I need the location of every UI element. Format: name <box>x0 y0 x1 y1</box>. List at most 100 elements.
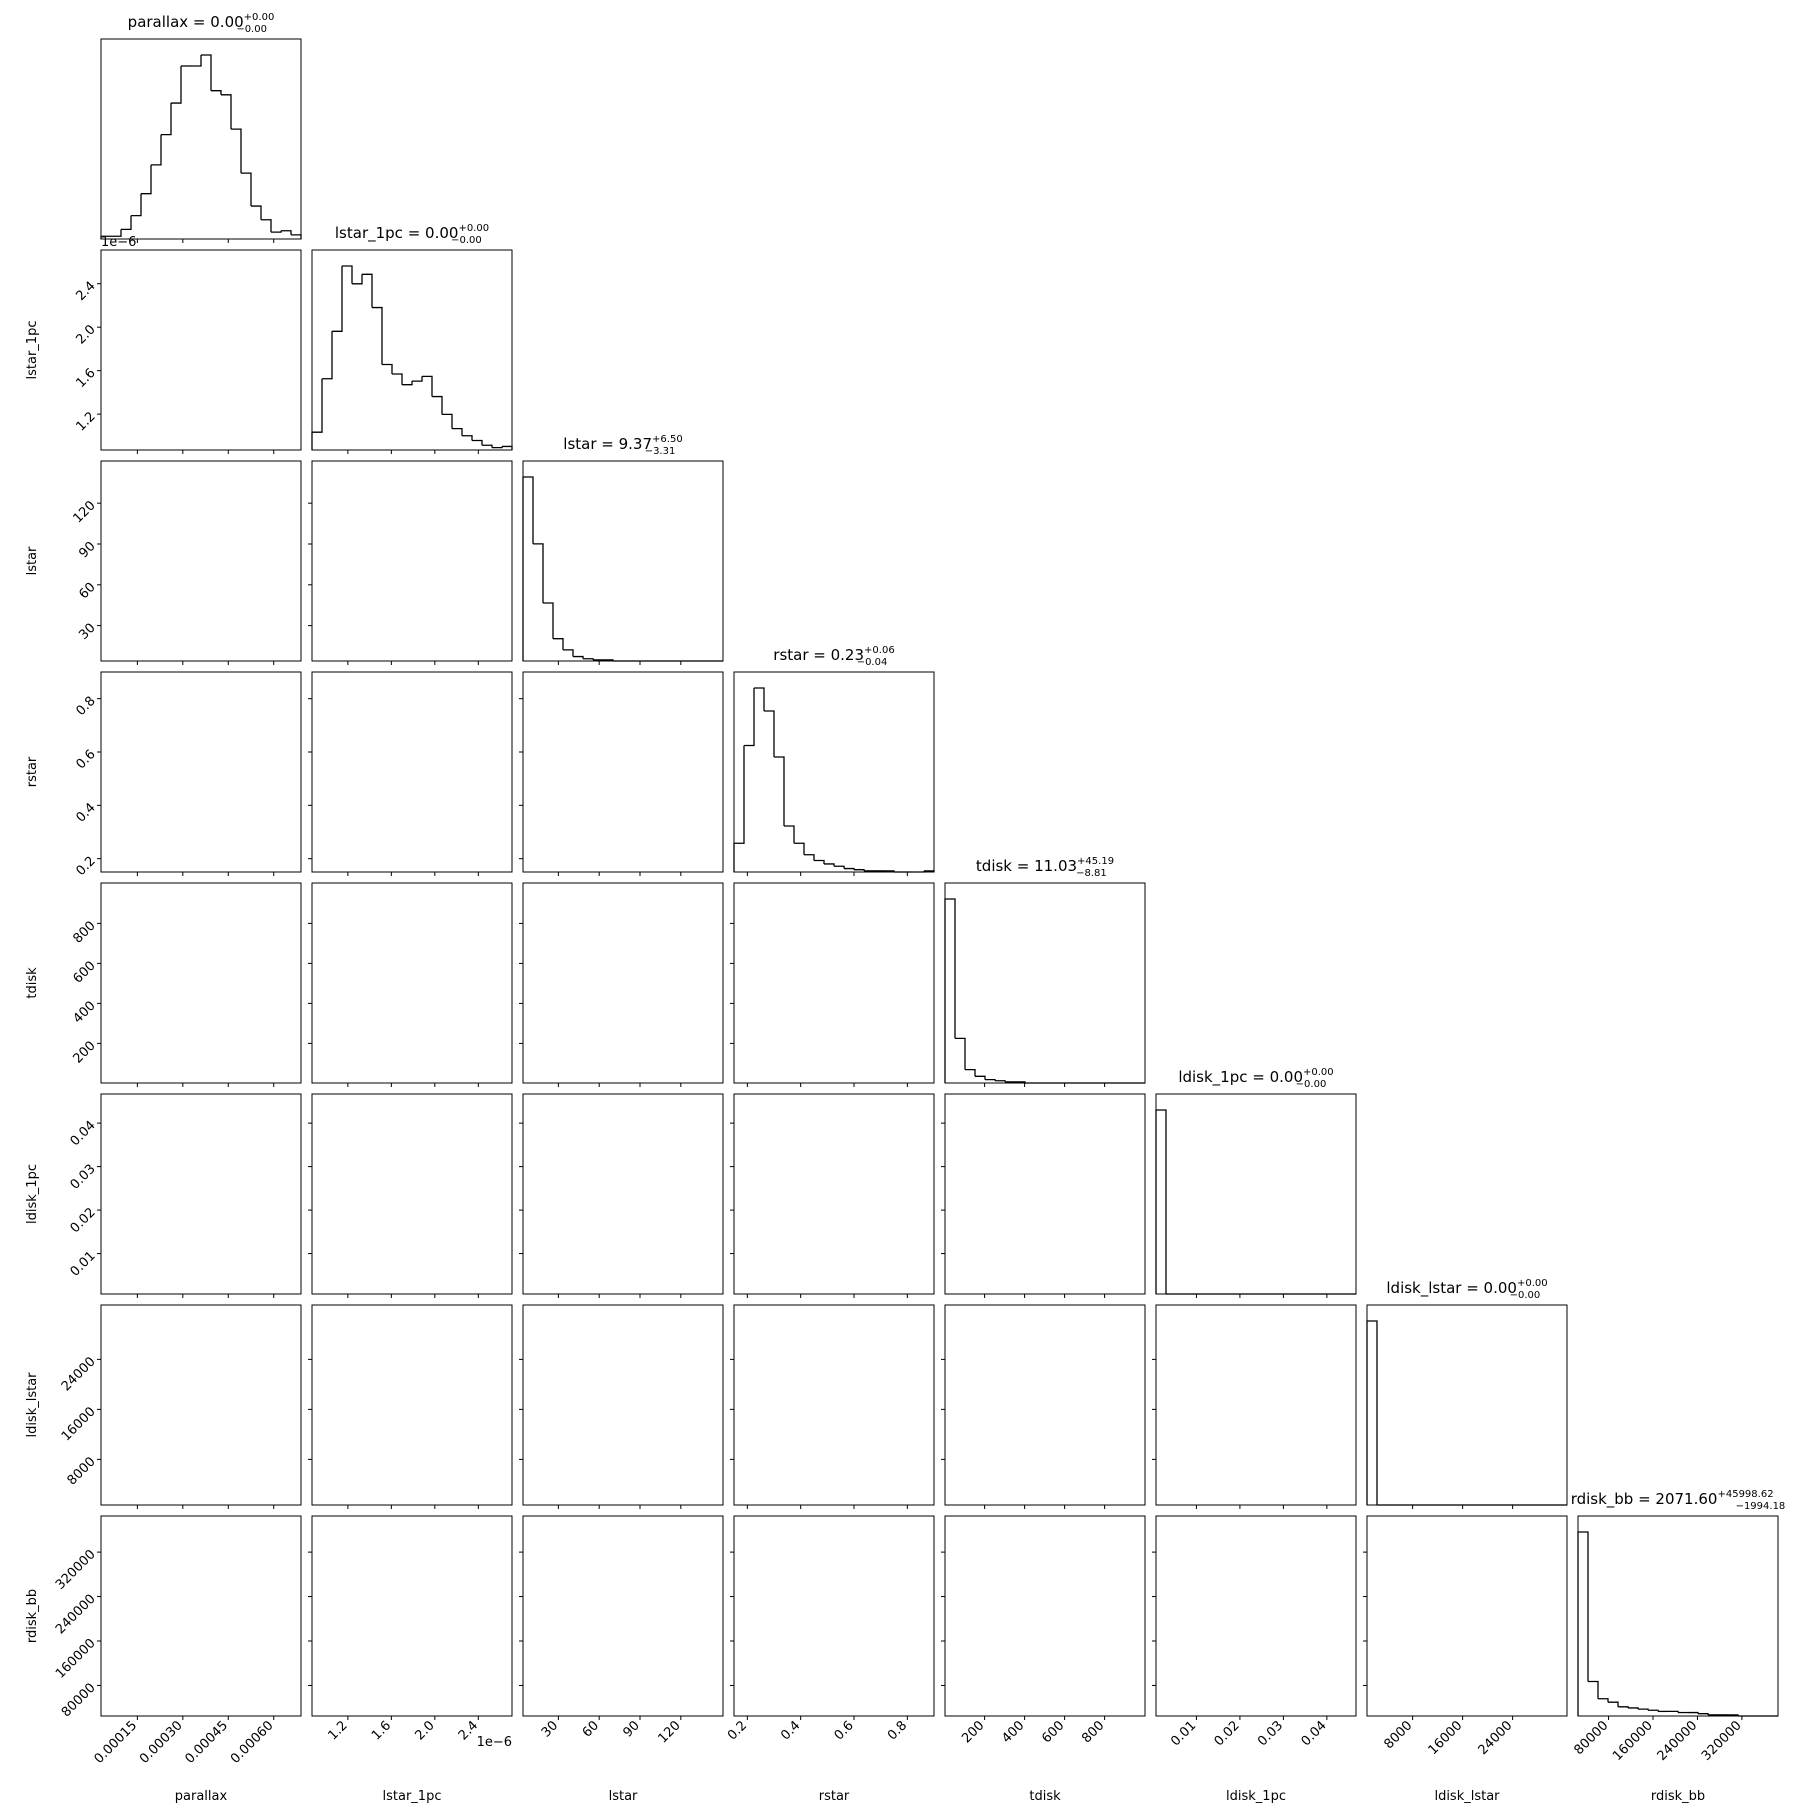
histogram-bin <box>482 444 493 448</box>
title-plus: +0.00 <box>458 223 489 234</box>
panel-frame <box>944 882 1146 1084</box>
histogram-bin <box>854 869 865 871</box>
panel-frame <box>100 1515 302 1717</box>
x-axis-label: ldisk_1pc <box>1226 1789 1286 1804</box>
histogram-bin <box>462 435 473 441</box>
panel-frame <box>1366 1304 1568 1506</box>
title-minus: −0.00 <box>236 24 267 35</box>
histogram-bin <box>1588 1680 1599 1699</box>
x-tick-label: 120 <box>655 1718 683 1746</box>
x-axis-label: tdisk <box>1029 1789 1061 1804</box>
title-plus: +0.06 <box>864 645 895 656</box>
offset-label: 1e−6 <box>101 235 136 250</box>
panel-title: lstar = 9.37+6.50 −3.31 <box>563 434 682 457</box>
x-tick-label: 0.03 <box>1255 1718 1286 1749</box>
y-tick-label: 800 <box>70 918 98 946</box>
histogram-bin <box>271 230 282 233</box>
y-tick-label: 30 <box>76 621 98 643</box>
histogram-bin <box>744 688 755 747</box>
histogram-bin <box>422 375 433 397</box>
histogram-bin <box>975 1075 986 1080</box>
x-tick-label: 0.6 <box>832 1718 857 1743</box>
histogram-bin <box>342 265 353 284</box>
y-tick-label: 0.01 <box>68 1249 99 1280</box>
panel-frame <box>944 1304 1146 1506</box>
panel-frame <box>100 882 302 1084</box>
x-tick-label: 0.2 <box>725 1718 750 1743</box>
x-tick-label: 0.8 <box>885 1718 910 1743</box>
histogram-bin <box>754 687 765 711</box>
panel-frame <box>100 1304 302 1506</box>
y-axis-label: rdisk_bb <box>25 1589 40 1643</box>
panel-frame <box>311 1093 513 1295</box>
histogram-bin <box>844 867 855 870</box>
title-main: lstar = 9.37 <box>563 435 652 453</box>
histogram-bin <box>221 94 232 130</box>
title-main: ldisk_1pc = 0.00 <box>1178 1068 1303 1087</box>
histogram-bin <box>311 378 323 450</box>
histogram-bin <box>1688 1711 1699 1714</box>
histogram-bin <box>171 65 182 104</box>
title-plus: +0.00 <box>244 12 275 23</box>
histogram-bin <box>543 602 554 639</box>
y-tick-label: 8000 <box>65 1454 99 1488</box>
panel-title: rdisk_bb = 2071.60+45998.62 −1994.18 <box>1571 1489 1786 1512</box>
histogram-bin <box>352 274 363 285</box>
panel-frame <box>100 1093 302 1295</box>
x-tick-label: 160000 <box>1610 1718 1656 1764</box>
panel-frame <box>1155 1093 1357 1295</box>
panel-frame <box>311 671 513 873</box>
histogram-bin <box>522 476 534 661</box>
title-main: lstar_1pc = 0.00 <box>335 224 459 243</box>
x-tick-label: 30 <box>539 1718 561 1740</box>
y-tick-label: 60 <box>76 580 98 602</box>
x-axis-label: parallax <box>175 1789 228 1804</box>
panel-frame <box>733 882 935 1084</box>
y-axis-label: lstar_1pc <box>25 321 40 380</box>
histogram-bin <box>1155 1109 1167 1294</box>
y-tick-label: 120 <box>70 498 98 526</box>
x-tick-label: 0.00045 <box>182 1718 231 1767</box>
histogram-bin <box>161 103 172 136</box>
panel-frame <box>733 1304 935 1506</box>
histogram-bin <box>573 655 584 659</box>
y-tick-label: 24000 <box>59 1354 99 1394</box>
histogram-bin <box>322 331 333 380</box>
y-tick-label: 0.8 <box>73 694 98 719</box>
y-axis-label: ldisk_lstar <box>25 1372 40 1438</box>
title-minus: −0.04 <box>857 657 888 668</box>
histogram-bin <box>472 439 483 446</box>
title-minus: −8.81 <box>1076 868 1107 879</box>
panel-frame <box>100 460 302 662</box>
panel-frame <box>733 1093 935 1295</box>
histogram-bin <box>563 649 574 657</box>
y-tick-label: 0.2 <box>73 854 98 879</box>
panel-frame <box>522 1304 724 1506</box>
histogram-bin <box>100 235 111 239</box>
x-tick-label: 600 <box>1039 1718 1067 1746</box>
histogram-bin <box>1668 1710 1679 1713</box>
title-minus: −0.00 <box>1510 1290 1541 1301</box>
y-tick-label: 2.4 <box>73 279 98 304</box>
y-tick-label: 160000 <box>53 1636 99 1682</box>
histogram-bin <box>804 854 815 861</box>
panel-frame <box>311 882 513 1084</box>
panel-frame <box>944 1093 1146 1295</box>
histogram-bin <box>412 376 423 382</box>
panel-frame <box>522 1515 724 1717</box>
histogram-bin <box>814 859 825 864</box>
histogram-bin <box>985 1079 996 1081</box>
x-tick-label: 8000 <box>1381 1718 1415 1752</box>
x-axis-label: rstar <box>819 1789 850 1804</box>
x-axis-label: ldisk_lstar <box>1434 1789 1500 1804</box>
title-plus: +45998.62 <box>1717 1489 1773 1500</box>
histogram-bin <box>261 219 272 233</box>
panel-title: ldisk_lstar = 0.00+0.00 −0.00 <box>1386 1278 1547 1301</box>
histogram-bin <box>151 134 162 166</box>
histogram-bin <box>402 381 413 386</box>
histogram-bin <box>533 543 544 604</box>
x-tick-label: 1.6 <box>369 1718 394 1743</box>
y-tick-label: 200 <box>70 1038 98 1066</box>
histogram-bin <box>211 90 222 95</box>
